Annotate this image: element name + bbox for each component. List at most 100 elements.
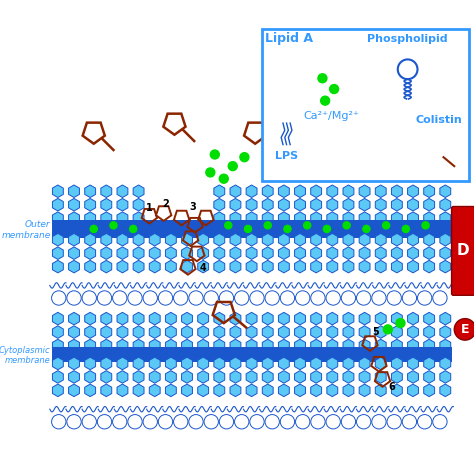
- Circle shape: [228, 162, 237, 171]
- Circle shape: [341, 415, 356, 429]
- Circle shape: [158, 415, 173, 429]
- Circle shape: [52, 415, 66, 429]
- Circle shape: [323, 225, 330, 233]
- Circle shape: [280, 415, 295, 429]
- Circle shape: [265, 415, 279, 429]
- Circle shape: [284, 225, 291, 233]
- FancyBboxPatch shape: [452, 207, 474, 295]
- Circle shape: [418, 291, 432, 305]
- Circle shape: [240, 153, 249, 162]
- Bar: [280, 82, 293, 92]
- Text: LPS: LPS: [275, 151, 298, 161]
- Bar: [52, 347, 453, 362]
- Text: 6: 6: [388, 383, 395, 392]
- Circle shape: [204, 291, 219, 305]
- Circle shape: [113, 291, 127, 305]
- Circle shape: [250, 415, 264, 429]
- Circle shape: [204, 415, 219, 429]
- Circle shape: [356, 291, 371, 305]
- Text: D: D: [457, 244, 470, 258]
- Circle shape: [143, 291, 157, 305]
- Circle shape: [113, 415, 127, 429]
- Circle shape: [52, 291, 66, 305]
- Circle shape: [341, 291, 356, 305]
- Bar: [52, 220, 453, 238]
- Text: 5: 5: [372, 327, 379, 337]
- Circle shape: [206, 168, 215, 177]
- Text: 2: 2: [162, 200, 169, 210]
- Circle shape: [265, 291, 279, 305]
- Circle shape: [129, 225, 137, 233]
- Circle shape: [295, 415, 310, 429]
- Circle shape: [387, 291, 401, 305]
- Circle shape: [67, 291, 81, 305]
- Circle shape: [383, 222, 390, 229]
- Text: 3: 3: [190, 202, 196, 212]
- Text: membrane: membrane: [5, 356, 51, 365]
- Circle shape: [422, 222, 429, 229]
- Circle shape: [295, 291, 310, 305]
- Circle shape: [383, 325, 392, 334]
- Circle shape: [363, 225, 370, 233]
- Circle shape: [110, 222, 117, 229]
- Circle shape: [189, 415, 203, 429]
- Circle shape: [326, 415, 340, 429]
- Text: Ca²⁺/Mg²⁺: Ca²⁺/Mg²⁺: [303, 110, 359, 120]
- Text: 1: 1: [146, 203, 153, 213]
- Circle shape: [235, 415, 249, 429]
- Circle shape: [82, 415, 96, 429]
- Text: 4: 4: [200, 263, 206, 273]
- Circle shape: [128, 291, 142, 305]
- Circle shape: [311, 291, 325, 305]
- Circle shape: [387, 415, 401, 429]
- Circle shape: [304, 222, 311, 229]
- Circle shape: [250, 291, 264, 305]
- Circle shape: [67, 415, 81, 429]
- Circle shape: [398, 59, 418, 79]
- Circle shape: [219, 415, 234, 429]
- Circle shape: [143, 415, 157, 429]
- Circle shape: [219, 291, 234, 305]
- Circle shape: [343, 222, 350, 229]
- Circle shape: [402, 225, 410, 233]
- Circle shape: [320, 96, 329, 105]
- Circle shape: [219, 174, 228, 183]
- Circle shape: [128, 415, 142, 429]
- Circle shape: [97, 415, 112, 429]
- Circle shape: [189, 291, 203, 305]
- Circle shape: [173, 291, 188, 305]
- Text: E: E: [461, 323, 469, 336]
- Circle shape: [402, 291, 417, 305]
- Circle shape: [372, 291, 386, 305]
- Circle shape: [82, 291, 96, 305]
- Circle shape: [329, 84, 338, 93]
- Circle shape: [402, 415, 417, 429]
- Circle shape: [318, 74, 327, 83]
- Circle shape: [90, 225, 97, 233]
- Circle shape: [326, 291, 340, 305]
- Circle shape: [396, 319, 405, 328]
- Circle shape: [418, 415, 432, 429]
- Circle shape: [433, 291, 447, 305]
- Circle shape: [311, 415, 325, 429]
- Text: Outer: Outer: [25, 220, 51, 229]
- Circle shape: [235, 291, 249, 305]
- Bar: [262, 29, 469, 182]
- Circle shape: [356, 415, 371, 429]
- Circle shape: [225, 222, 232, 229]
- Circle shape: [264, 222, 271, 229]
- Circle shape: [245, 225, 252, 233]
- Text: Phospholipid: Phospholipid: [367, 35, 448, 45]
- Circle shape: [454, 319, 474, 340]
- Circle shape: [280, 291, 295, 305]
- Circle shape: [97, 291, 112, 305]
- Circle shape: [158, 291, 173, 305]
- Text: Lipid A: Lipid A: [265, 32, 313, 46]
- Circle shape: [372, 415, 386, 429]
- Circle shape: [173, 415, 188, 429]
- Text: membrane: membrane: [1, 231, 51, 240]
- Circle shape: [433, 415, 447, 429]
- Circle shape: [210, 150, 219, 159]
- Text: Cytoplasmic: Cytoplasmic: [0, 346, 51, 355]
- Text: Colistin: Colistin: [416, 115, 463, 125]
